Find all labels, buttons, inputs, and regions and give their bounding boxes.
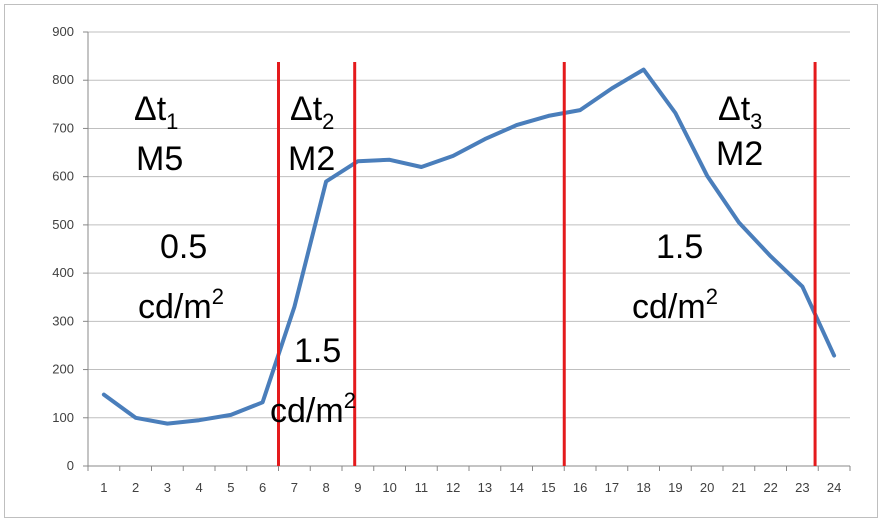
data-point-8 (324, 179, 328, 183)
y-tick-label-200: 200 (52, 362, 74, 377)
y-tick-label-500: 500 (52, 217, 74, 232)
data-point-18 (642, 68, 646, 72)
series (101, 67, 837, 426)
annotation-dt3: Δt3 M2 1.5 cd/m2 (632, 90, 763, 326)
period-dividers (277, 62, 817, 466)
y-tick-labels: 0 100 200 300 400 500 600 700 800 900 (52, 24, 74, 473)
data-point-22 (769, 254, 773, 258)
data-point-2 (134, 416, 138, 420)
annotation-dt2-mode: M2 (288, 140, 335, 178)
data-point-16 (578, 108, 582, 112)
annotation-dt2-luminance: 1.5 (294, 332, 341, 370)
data-point-15 (546, 114, 550, 118)
x-tick-label-16: 16 (573, 480, 587, 495)
x-tick-label-10: 10 (382, 480, 396, 495)
x-tick-label-5: 5 (227, 480, 234, 495)
y-tick-label-100: 100 (52, 410, 74, 425)
data-point-10 (388, 158, 392, 162)
axes (83, 31, 851, 471)
x-tick-label-14: 14 (509, 480, 523, 495)
y-tick-label-700: 700 (52, 120, 74, 135)
x-tick-label-17: 17 (605, 480, 619, 495)
series-line-0 (101, 67, 837, 426)
chart-frame (4, 4, 878, 518)
annotation-dt3-unit: cd/m2 (632, 284, 718, 326)
x-tick-label-11: 11 (415, 480, 429, 495)
annotation-dt1-title: Δt1 (134, 90, 178, 134)
x-tick-label-4: 4 (196, 480, 203, 495)
data-point-13 (483, 137, 487, 141)
x-tick-label-19: 19 (668, 480, 682, 495)
y-tick-label-0: 0 (67, 458, 74, 473)
x-tick-label-6: 6 (259, 480, 266, 495)
data-point-7 (292, 305, 296, 309)
x-tick-label-12: 12 (446, 480, 460, 495)
annotation-dt1-luminance: 0.5 (160, 228, 207, 266)
data-point-17 (610, 86, 614, 90)
annotation-dt3-title: Δt3 (718, 90, 762, 134)
data-point-9 (356, 159, 360, 163)
x-tick-label-20: 20 (700, 480, 714, 495)
data-point-11 (419, 165, 423, 169)
y-tick-label-400: 400 (52, 265, 74, 280)
x-tick-label-13: 13 (478, 480, 492, 495)
x-tick-label-23: 23 (795, 480, 809, 495)
data-point-3 (165, 422, 169, 426)
x-tick-label-7: 7 (291, 480, 298, 495)
data-point-4 (197, 418, 201, 422)
y-tick-label-600: 600 (52, 169, 74, 184)
x-tick-label-3: 3 (164, 480, 171, 495)
x-tick-label-2: 2 (132, 480, 139, 495)
annotation-dt1-unit: cd/m2 (138, 284, 224, 326)
data-point-6 (261, 400, 265, 404)
data-point-21 (737, 220, 741, 224)
data-point-20 (705, 174, 709, 178)
x-tick-label-21: 21 (732, 480, 746, 495)
x-tick-labels: 1 2 3 4 5 6 7 8 9 10 11 12 13 14 15 16 17 18 19 20 21 22 23 24 (100, 480, 841, 495)
annotation-dt3-luminance: 1.5 (656, 228, 703, 266)
y-tick-label-900: 900 (52, 24, 74, 39)
x-tick-label-9: 9 (354, 480, 361, 495)
y-tick-label-800: 800 (52, 72, 74, 87)
annotation-dt2-unit: cd/m2 (270, 388, 356, 430)
data-point-1 (102, 393, 106, 397)
data-point-12 (451, 154, 455, 158)
x-tick-label-1: 1 (100, 480, 107, 495)
data-point-23 (800, 285, 804, 289)
annotation-dt1: Δt1 M5 0.5 cd/m2 (134, 90, 224, 326)
data-point-19 (673, 111, 677, 115)
x-tick-label-22: 22 (763, 480, 777, 495)
y-tick-label-300: 300 (52, 313, 74, 328)
data-point-5 (229, 413, 233, 417)
annotation-dt2-title: Δt2 (290, 90, 334, 134)
annotation-dt1-mode: M5 (136, 140, 183, 178)
x-tick-label-24: 24 (827, 480, 841, 495)
data-point-24 (832, 354, 836, 358)
x-tick-label-18: 18 (636, 480, 650, 495)
annotation-dt3-mode: M2 (716, 135, 763, 173)
x-tick-label-15: 15 (541, 480, 555, 495)
x-tick-label-8: 8 (323, 480, 330, 495)
annotation-dt2: Δt2 M2 1.5 cd/m2 (270, 90, 356, 430)
data-point-14 (515, 123, 519, 127)
